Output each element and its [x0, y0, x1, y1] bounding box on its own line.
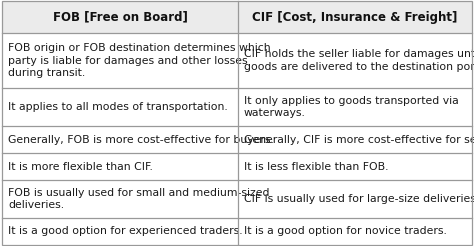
- Text: CIF is usually used for large-size deliveries.: CIF is usually used for large-size deliv…: [244, 194, 474, 204]
- Text: CIF holds the seller liable for damages until the
goods are delivered to the des: CIF holds the seller liable for damages …: [244, 49, 474, 72]
- Text: FOB origin or FOB destination determines which
party is liable for damages and o: FOB origin or FOB destination determines…: [8, 43, 271, 78]
- Text: It is a good option for experienced traders.: It is a good option for experienced trad…: [8, 226, 243, 236]
- Text: It applies to all modes of transportation.: It applies to all modes of transportatio…: [8, 102, 228, 112]
- Bar: [238, 1, 472, 33]
- Text: It is a good option for novice traders.: It is a good option for novice traders.: [244, 226, 447, 236]
- Text: FOB is usually used for small and medium-sized
deliveries.: FOB is usually used for small and medium…: [8, 188, 270, 210]
- Bar: [2, 1, 238, 33]
- Text: It only applies to goods transported via
waterways.: It only applies to goods transported via…: [244, 96, 458, 118]
- Text: CIF [Cost, Insurance & Freight]: CIF [Cost, Insurance & Freight]: [252, 11, 457, 24]
- Text: It is less flexible than FOB.: It is less flexible than FOB.: [244, 162, 388, 172]
- Text: FOB [Free on Board]: FOB [Free on Board]: [53, 11, 188, 24]
- Text: Generally, CIF is more cost-effective for sellers.: Generally, CIF is more cost-effective fo…: [244, 135, 474, 145]
- Text: Generally, FOB is more cost-effective for buyers.: Generally, FOB is more cost-effective fo…: [8, 135, 274, 145]
- Text: It is more flexible than CIF.: It is more flexible than CIF.: [8, 162, 153, 172]
